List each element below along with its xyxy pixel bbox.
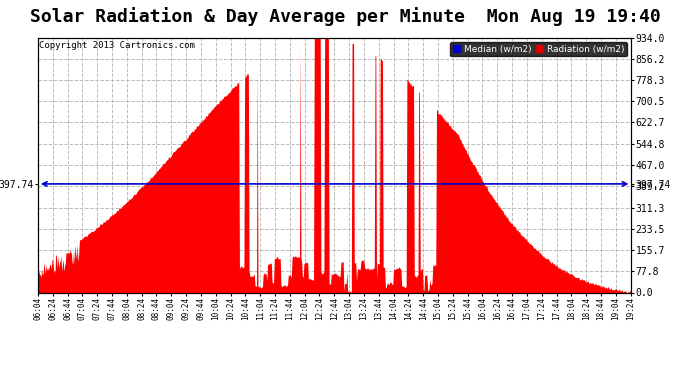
Text: Copyright 2013 Cartronics.com: Copyright 2013 Cartronics.com — [39, 41, 195, 50]
Legend: Median (w/m2), Radiation (w/m2): Median (w/m2), Radiation (w/m2) — [450, 42, 627, 56]
Text: Solar Radiation & Day Average per Minute  Mon Aug 19 19:40: Solar Radiation & Day Average per Minute… — [30, 8, 660, 27]
